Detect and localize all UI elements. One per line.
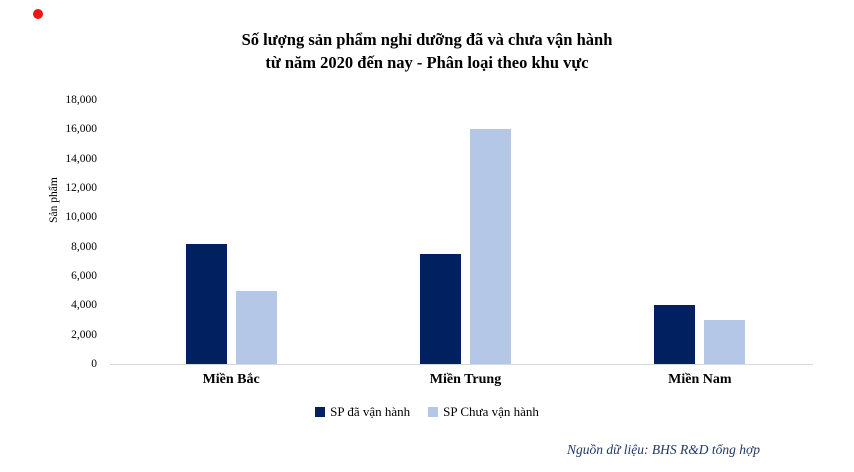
y-axis-title: Sản phẩm (48, 177, 60, 223)
legend: SP đã vận hành SP Chưa vận hành (0, 404, 854, 420)
bar-not-operated (470, 129, 511, 364)
x-category-label: Miền Bắc (202, 372, 260, 387)
y-tick-label: 12,000 (65, 182, 97, 194)
y-tick-label: 2,000 (71, 328, 97, 341)
bar-not-operated (704, 320, 746, 364)
chart-title-line1: Số lượng sản phẩm nghỉ dưỡng đã và chưa … (241, 30, 613, 49)
bar-operated (420, 254, 461, 364)
legend-label: SP đã vận hành (330, 404, 411, 419)
x-category-label: Miền Trung (429, 372, 502, 387)
legend-item: SP đã vận hành (315, 404, 410, 420)
y-tick-label: 4,000 (71, 299, 97, 312)
bar-operated (654, 305, 696, 364)
x-category-label: Miền Nam (668, 372, 732, 387)
y-tick-label: 0 (91, 358, 97, 370)
y-tick-label: 6,000 (71, 270, 97, 282)
y-tick-label: 10,000 (65, 211, 97, 224)
legend-swatch-icon (428, 407, 439, 417)
source-note: Nguồn dữ liệu: BHS R&D tổng hợp (566, 442, 760, 457)
chart-title-line2: từ năm 2020 đến nay - Phân loại theo khu… (265, 53, 589, 72)
legend-label: SP Chưa vận hành (443, 404, 539, 419)
bar-not-operated (235, 290, 277, 364)
red-dot-indicator (33, 9, 43, 19)
chart-title: Số lượng sản phẩm nghỉ dưỡng đã và chưa … (0, 28, 854, 74)
bar-operated (185, 243, 227, 364)
legend-item: SP Chưa vận hành (428, 404, 539, 420)
y-tick-label: 16,000 (65, 123, 97, 136)
y-tick-label: 18,000 (65, 94, 97, 106)
plot-area (110, 100, 813, 365)
y-tick-label: 8,000 (71, 240, 97, 253)
legend-swatch-icon (315, 407, 326, 417)
y-tick-label: 14,000 (65, 152, 97, 165)
